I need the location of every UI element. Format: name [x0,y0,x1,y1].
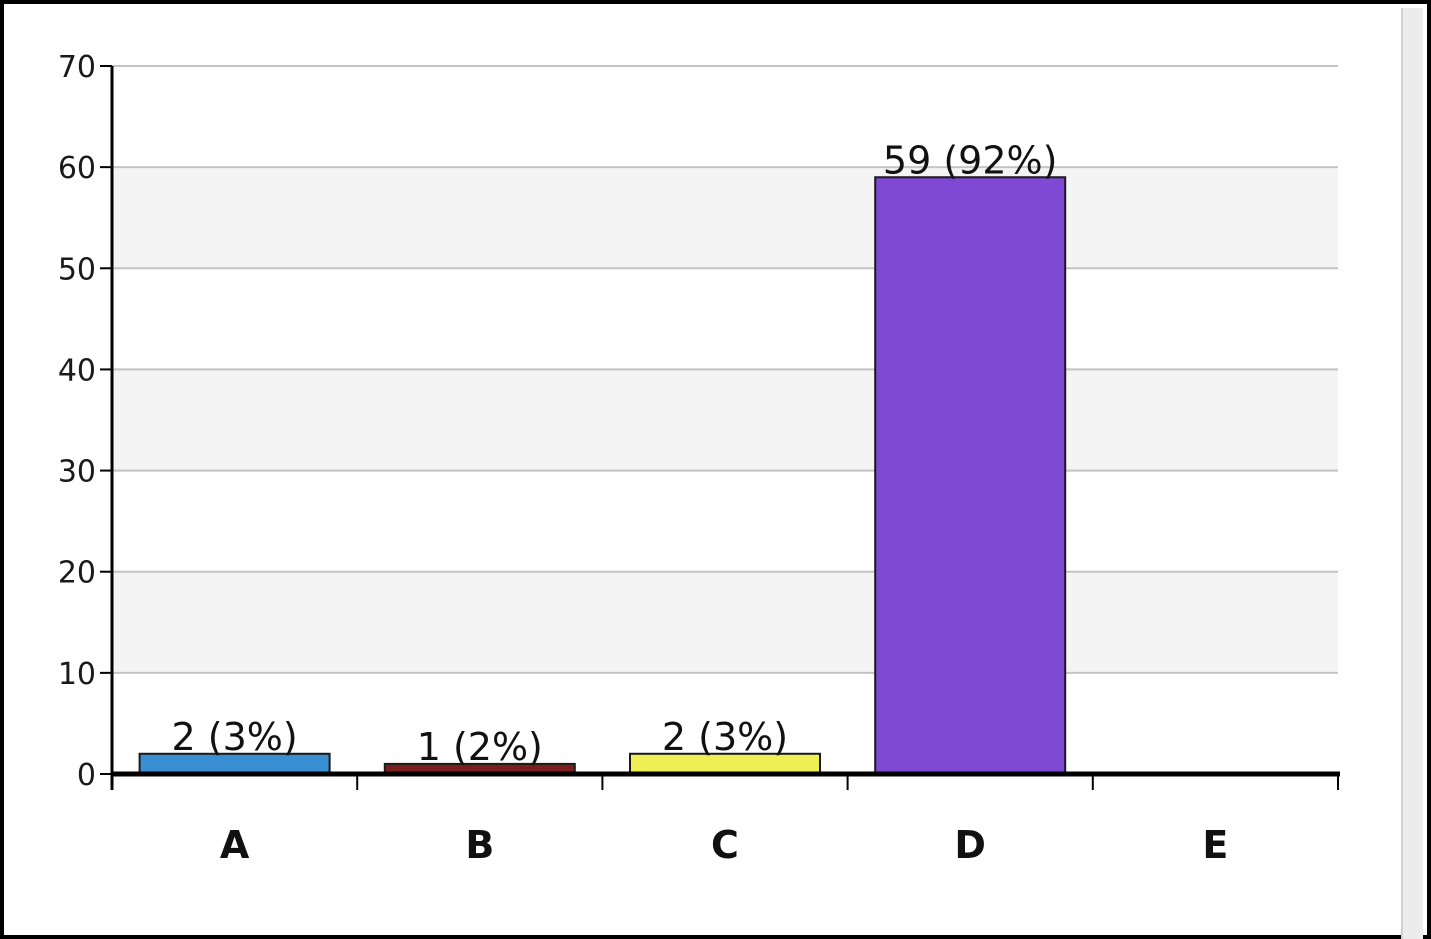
category-label-A: A [220,823,250,867]
category-label-B: B [465,823,494,867]
gridlines [112,65,1338,674]
y-tick-label-30: 30 [58,455,96,490]
bar-D [874,176,1067,775]
category-label-D: D [954,823,986,867]
scroll-gutter [1401,8,1423,939]
y-tick-label-50: 50 [58,252,96,287]
category-label-C: C [711,823,739,867]
y-ticks: 0 10 20 30 40 50 60 70 [58,50,112,793]
data-label-C: 2 (3%) [662,715,788,759]
y-tick-label-20: 20 [58,556,96,591]
grid-band-5 [112,167,1338,269]
category-labels: A B C D E [220,823,1228,867]
data-label-B: 1 (2%) [417,725,543,769]
y-tick-label-10: 10 [58,657,96,692]
axes [110,66,1340,790]
x-ticks [111,774,1339,790]
y-tick-label-40: 40 [58,353,96,388]
y-tick-label-0: 0 [77,758,96,793]
data-label-D: 59 (92%) [883,138,1058,182]
category-label-E: E [1202,823,1228,867]
data-label-A: 2 (3%) [171,715,297,759]
y-tick-label-70: 70 [58,50,96,85]
y-tick-label-60: 60 [58,151,96,186]
data-labels: 2 (3%) 1 (2%) 2 (3%) 59 (92%) [171,138,1057,769]
grid-band-3 [112,369,1338,471]
bars [138,176,1067,776]
grid-bands [112,167,1338,673]
grid-band-1 [112,571,1338,673]
